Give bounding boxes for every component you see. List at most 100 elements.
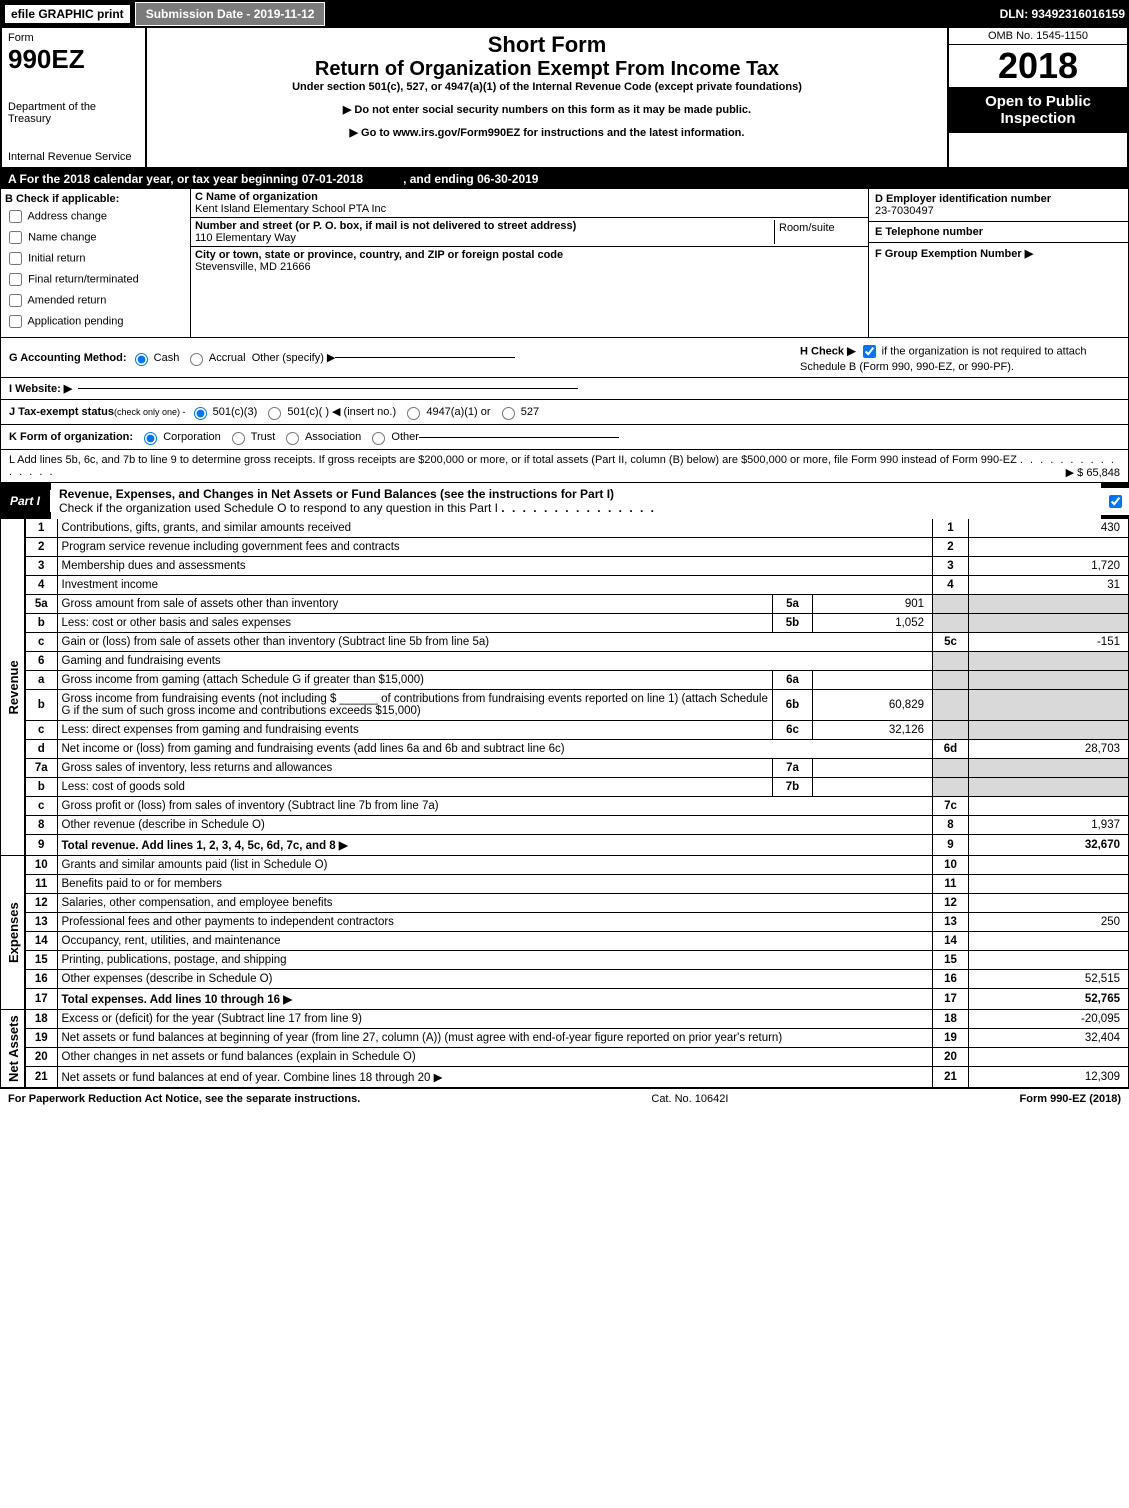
line-number: 5a bbox=[25, 595, 57, 614]
table-row: 16Other expenses (describe in Schedule O… bbox=[1, 970, 1129, 989]
subline-label: 6a bbox=[773, 671, 813, 690]
line-number: b bbox=[25, 778, 57, 797]
table-row: 17Total expenses. Add lines 10 through 1… bbox=[1, 989, 1129, 1010]
line-ref: 21 bbox=[933, 1067, 969, 1088]
line-number: 12 bbox=[25, 894, 57, 913]
form-label: Form bbox=[8, 32, 139, 44]
org-info-grid: B Check if applicable: Address change Na… bbox=[0, 189, 1129, 338]
section-l-text: L Add lines 5b, 6c, and 7b to line 9 to … bbox=[9, 454, 1017, 466]
ein-label: D Employer identification number bbox=[875, 193, 1051, 205]
app-pending-text: Application pending bbox=[27, 315, 123, 327]
website-row: I Website: ▶ bbox=[0, 378, 1129, 400]
form-ref: Form 990-EZ (2018) bbox=[1020, 1093, 1121, 1105]
line-ref-shaded bbox=[933, 595, 969, 614]
other-specify: Other (specify) ▶ bbox=[252, 351, 336, 364]
527-radio[interactable]: 527 bbox=[497, 404, 539, 420]
line-ref: 12 bbox=[933, 894, 969, 913]
subline-label: 7a bbox=[773, 759, 813, 778]
line-ref: 13 bbox=[933, 913, 969, 932]
line-number: 9 bbox=[25, 835, 57, 856]
section-def: D Employer identification number 23-7030… bbox=[868, 189, 1128, 337]
line-number: 10 bbox=[25, 856, 57, 875]
527-label: 527 bbox=[521, 406, 539, 418]
table-row: 9Total revenue. Add lines 1, 2, 3, 4, 5c… bbox=[1, 835, 1129, 856]
form-number: 990EZ bbox=[8, 44, 139, 75]
corporation-radio[interactable]: Corporation bbox=[139, 429, 221, 445]
schedule-b-checkbox[interactable] bbox=[863, 345, 876, 358]
line-ref: 9 bbox=[933, 835, 969, 856]
short-form-title: Short Form bbox=[151, 32, 943, 58]
subline-label: 7b bbox=[773, 778, 813, 797]
table-row: 5aGross amount from sale of assets other… bbox=[1, 595, 1129, 614]
form-of-org-row: K Form of organization: Corporation Trus… bbox=[0, 425, 1129, 450]
line-description: Gross amount from sale of assets other t… bbox=[57, 595, 773, 614]
efile-print-button[interactable]: efile GRAPHIC print bbox=[4, 4, 131, 24]
line-ref: 17 bbox=[933, 989, 969, 1010]
line-number: a bbox=[25, 671, 57, 690]
schedule-o-checkbox[interactable] bbox=[1109, 495, 1122, 508]
line-description: Gross sales of inventory, less returns a… bbox=[57, 759, 773, 778]
subline-value bbox=[813, 759, 933, 778]
line-amount-shaded bbox=[969, 652, 1129, 671]
trust-radio[interactable]: Trust bbox=[227, 429, 276, 445]
table-row: bLess: cost of goods sold7b bbox=[1, 778, 1129, 797]
omb-number: OMB No. 1545-1150 bbox=[949, 28, 1127, 45]
table-row: bLess: cost or other basis and sales exp… bbox=[1, 614, 1129, 633]
subline-label: 6c bbox=[773, 721, 813, 740]
cash-radio[interactable]: Cash bbox=[130, 350, 180, 366]
table-row: 11Benefits paid to or for members11 bbox=[1, 875, 1129, 894]
line-ref: 8 bbox=[933, 816, 969, 835]
table-row: Expenses10Grants and similar amounts pai… bbox=[1, 856, 1129, 875]
tax-period-row: A For the 2018 calendar year, or tax yea… bbox=[0, 169, 1129, 189]
section-j-label: J Tax-exempt status bbox=[9, 406, 114, 418]
other-org-radio[interactable]: Other bbox=[367, 429, 419, 445]
phone-label: E Telephone number bbox=[875, 226, 983, 238]
period-label: A For the 2018 calendar year, or tax yea… bbox=[8, 172, 298, 186]
org-name-label: C Name of organization bbox=[195, 191, 318, 203]
section-side-label: Revenue bbox=[1, 519, 26, 856]
section-b-label: B Check if applicable: bbox=[5, 193, 186, 205]
line-ref-shaded bbox=[933, 614, 969, 633]
instructions-link[interactable]: ▶ Go to www.irs.gov/Form990EZ for instru… bbox=[151, 126, 943, 139]
line-amount bbox=[969, 856, 1129, 875]
line-amount-shaded bbox=[969, 721, 1129, 740]
final-return-checkbox[interactable]: Final return/terminated bbox=[5, 270, 186, 289]
subline-value: 901 bbox=[813, 595, 933, 614]
line-amount: 1,720 bbox=[969, 557, 1129, 576]
association-radio[interactable]: Association bbox=[281, 429, 361, 445]
initial-return-checkbox[interactable]: Initial return bbox=[5, 249, 186, 268]
501c-radio[interactable]: 501(c)( ) ◀ (insert no.) bbox=[263, 404, 396, 420]
table-row: 6Gaming and fundraising events bbox=[1, 652, 1129, 671]
line-ref: 6d bbox=[933, 740, 969, 759]
line-ref: 14 bbox=[933, 932, 969, 951]
app-pending-checkbox[interactable]: Application pending bbox=[5, 312, 186, 331]
subline-value: 60,829 bbox=[813, 690, 933, 721]
table-row: dNet income or (loss) from gaming and fu… bbox=[1, 740, 1129, 759]
corp-label: Corporation bbox=[163, 431, 220, 443]
line-description: Gain or (loss) from sale of assets other… bbox=[57, 633, 933, 652]
table-row: aGross income from gaming (attach Schedu… bbox=[1, 671, 1129, 690]
accrual-radio[interactable]: Accrual bbox=[185, 350, 245, 366]
table-row: Revenue1Contributions, gifts, grants, an… bbox=[1, 519, 1129, 538]
line-number: 13 bbox=[25, 913, 57, 932]
table-row: 12Salaries, other compensation, and empl… bbox=[1, 894, 1129, 913]
line-description: Grants and similar amounts paid (list in… bbox=[57, 856, 933, 875]
4947-radio[interactable]: 4947(a)(1) or bbox=[402, 404, 490, 420]
website-input[interactable] bbox=[78, 388, 578, 389]
submission-date: Submission Date - 2019-11-12 bbox=[135, 2, 326, 26]
line-ref-shaded bbox=[933, 778, 969, 797]
other-org-input[interactable] bbox=[419, 437, 619, 438]
line-number: c bbox=[25, 633, 57, 652]
address-change-checkbox[interactable]: Address change bbox=[5, 207, 186, 226]
name-change-checkbox[interactable]: Name change bbox=[5, 228, 186, 247]
501c-label: 501(c)( ) ◀ (insert no.) bbox=[287, 406, 396, 418]
other-method-input[interactable] bbox=[335, 357, 515, 358]
501c3-radio[interactable]: 501(c)(3) bbox=[189, 404, 258, 420]
line-amount: 52,515 bbox=[969, 970, 1129, 989]
table-row: cGross profit or (loss) from sales of in… bbox=[1, 797, 1129, 816]
page-footer: For Paperwork Reduction Act Notice, see … bbox=[0, 1088, 1129, 1109]
amended-return-checkbox[interactable]: Amended return bbox=[5, 291, 186, 310]
table-row: 19Net assets or fund balances at beginni… bbox=[1, 1029, 1129, 1048]
line-ref: 5c bbox=[933, 633, 969, 652]
line-amount-shaded bbox=[969, 595, 1129, 614]
